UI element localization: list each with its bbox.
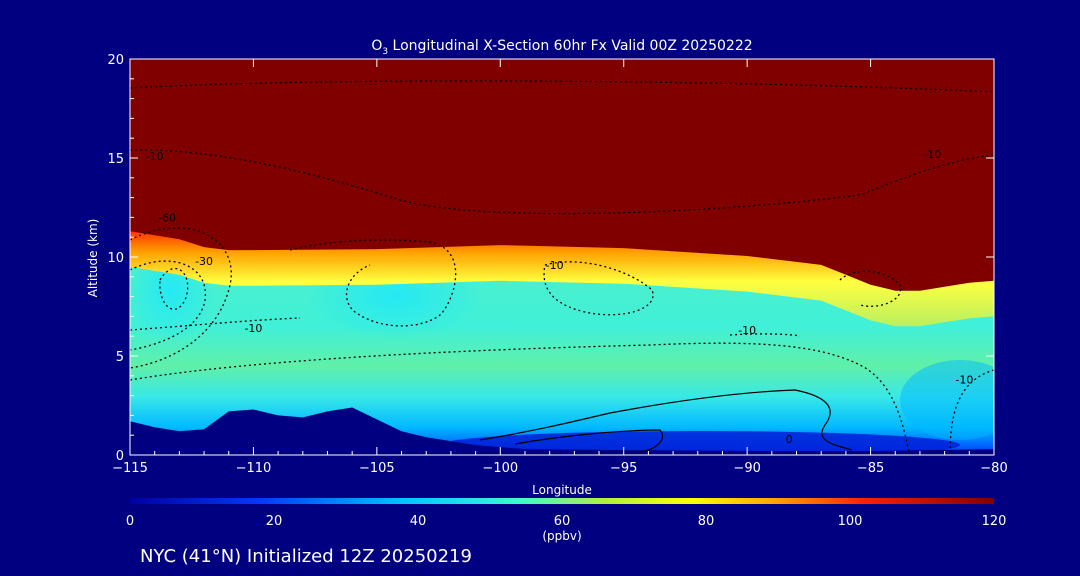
x-tick-label: −110	[236, 461, 272, 476]
cyan-blob	[900, 360, 994, 440]
colorbar-tick-label: 60	[554, 514, 571, 529]
colorbar-tick-label: 0	[126, 514, 134, 529]
colorbar	[130, 498, 994, 504]
contour-label: -30	[195, 255, 213, 268]
x-tick-label: −105	[359, 461, 395, 476]
contour-label: -10	[244, 322, 262, 335]
title-subscript: 3	[382, 47, 388, 57]
contour-lines	[130, 80, 994, 455]
stratosphere-field	[130, 59, 994, 291]
contour-line	[130, 342, 911, 455]
title-rest: Longitudinal X-Section 60hr Fx Valid 00Z…	[388, 38, 753, 54]
contour-line	[839, 270, 902, 307]
x-tick-label: −80	[980, 461, 1007, 476]
contour-line	[130, 80, 994, 93]
colorbar-ticks: 0 20 40 60 80 100 120	[126, 514, 1007, 529]
y-tick-label: 15	[107, 152, 124, 167]
y-tick-label: 20	[107, 53, 124, 68]
x-axis: −115 −110 −105 −100 −95 −90 −85 −80	[112, 59, 1008, 476]
contour-label: 0	[786, 433, 793, 446]
y-tick-label: 5	[116, 350, 124, 365]
plot-area: -10 -60 -30 -10 -10 -10 -10 -10 0	[130, 59, 994, 455]
contour-label: -60	[158, 211, 176, 224]
colorbar-tick-label: 120	[982, 514, 1007, 529]
colorbar-tick-label: 40	[410, 514, 427, 529]
contour-line	[130, 260, 206, 351]
colorbar-tick-label: 100	[838, 514, 863, 529]
x-tick-label: −95	[610, 461, 637, 476]
contour-labels: -10 -60 -30 -10 -10 -10 -10 -10 0	[146, 148, 974, 446]
contour-line	[729, 333, 801, 337]
tropopause-band	[130, 227, 994, 327]
chart-title: O3 Longitudinal X-Section 60hr Fx Valid …	[371, 38, 752, 57]
colorbar-tick-label: 20	[266, 514, 283, 529]
y-axis-label: Altitude (km)	[86, 219, 100, 298]
terrain	[130, 407, 994, 455]
contour-line	[289, 239, 457, 327]
colorbar-tick-label: 80	[698, 514, 715, 529]
x-tick-label: −100	[482, 461, 518, 476]
x-axis-label: Longitude	[532, 483, 592, 497]
zero-contour	[479, 389, 853, 451]
x-tick-label: −85	[857, 461, 884, 476]
y-tick-label: 10	[107, 251, 124, 266]
contour-line	[949, 369, 994, 455]
y-axis: 0 5 10 15 20	[107, 53, 994, 464]
contour-label: -10	[738, 324, 756, 337]
surface-low-ozone	[440, 431, 960, 455]
contour-label: -10	[146, 150, 164, 163]
contour-line	[130, 149, 994, 215]
x-tick-label: −90	[733, 461, 760, 476]
zero-contours	[479, 389, 853, 453]
x-tick-label: −115	[112, 461, 148, 476]
title-o: O	[371, 38, 382, 54]
init-footer: NYC (41°N) Initialized 12Z 20250219	[140, 546, 472, 567]
contour-label: -10	[955, 374, 973, 387]
colorbar-units: (ppbv)	[542, 529, 581, 543]
contour-line	[130, 227, 232, 369]
y-tick-label: 0	[116, 449, 124, 464]
contour-label: -10	[923, 148, 941, 161]
contour-label: -10	[546, 259, 564, 272]
zero-contour	[514, 429, 663, 453]
